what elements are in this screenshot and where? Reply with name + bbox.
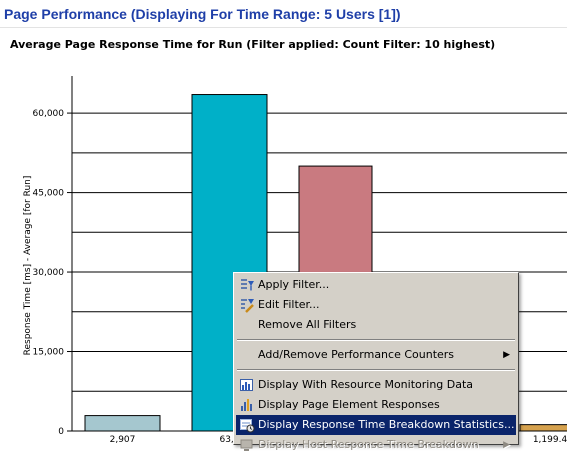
menu-item-label: Remove All Filters bbox=[258, 318, 357, 331]
apply-filter-icon bbox=[239, 277, 255, 293]
report-title: Page Performance (Displaying For Time Ra… bbox=[0, 0, 567, 28]
page-element-icon bbox=[239, 397, 255, 413]
submenu-arrow-icon: ▶ bbox=[503, 440, 510, 450]
host-breakdown-icon bbox=[239, 437, 255, 453]
menu-item-page-element-responses[interactable]: Display Page Element Responses bbox=[236, 395, 516, 415]
menu-item-label: Display Response Time Breakdown Statisti… bbox=[258, 418, 515, 431]
menu-item-label: Display Page Element Responses bbox=[258, 398, 440, 411]
menu-separator bbox=[237, 339, 515, 341]
menu-item-breakdown-statistics[interactable]: Display Response Time Breakdown Statisti… bbox=[236, 415, 516, 435]
breakdown-stats-icon bbox=[239, 417, 255, 433]
menu-item-label: Apply Filter... bbox=[258, 278, 330, 291]
context-menu: Apply Filter... Edit Filter... Remove Al… bbox=[233, 272, 519, 451]
menu-item-host-breakdown[interactable]: Display Host Response Time Breakdown ▶ bbox=[236, 435, 516, 455]
submenu-arrow-icon: ▶ bbox=[503, 350, 510, 360]
bar-6[interactable] bbox=[519, 424, 567, 432]
bar-1[interactable] bbox=[84, 415, 161, 432]
menu-item-resource-monitoring[interactable]: Display With Resource Monitoring Data bbox=[236, 375, 516, 395]
bar-value-label: 63,5 bbox=[219, 435, 239, 445]
menu-item-apply-filter[interactable]: Apply Filter... bbox=[236, 275, 516, 295]
y-tick-label: 30,000 bbox=[33, 268, 65, 278]
y-axis-label: Response Time [ms] - Average [for Run] bbox=[23, 176, 33, 356]
resource-monitoring-icon bbox=[239, 377, 255, 393]
menu-item-remove-all-filters[interactable]: Remove All Filters bbox=[236, 315, 516, 335]
menu-item-label: Display With Resource Monitoring Data bbox=[258, 378, 474, 391]
bar-value-label: 1,199.4 bbox=[533, 435, 567, 445]
menu-separator bbox=[237, 369, 515, 371]
y-tick-label: 45,000 bbox=[33, 189, 65, 199]
y-tick-label: 60,000 bbox=[33, 109, 65, 119]
menu-item-label: Edit Filter... bbox=[258, 298, 320, 311]
bar-value-label: 2,907 bbox=[110, 435, 136, 445]
y-tick-label: 0 bbox=[58, 427, 64, 437]
edit-filter-icon bbox=[239, 297, 255, 313]
y-tick-label: 15,000 bbox=[33, 348, 65, 358]
chart-title: Average Page Response Time for Run (Filt… bbox=[10, 38, 496, 51]
chart-labels: 0 15,000 30,000 45,000 60,000 Response Time [… bbox=[23, 109, 567, 445]
menu-item-add-remove-counters[interactable]: Add/Remove Performance Counters ▶ bbox=[236, 345, 516, 365]
menu-item-edit-filter[interactable]: Edit Filter... bbox=[236, 295, 516, 315]
menu-item-label: Add/Remove Performance Counters bbox=[258, 348, 455, 361]
